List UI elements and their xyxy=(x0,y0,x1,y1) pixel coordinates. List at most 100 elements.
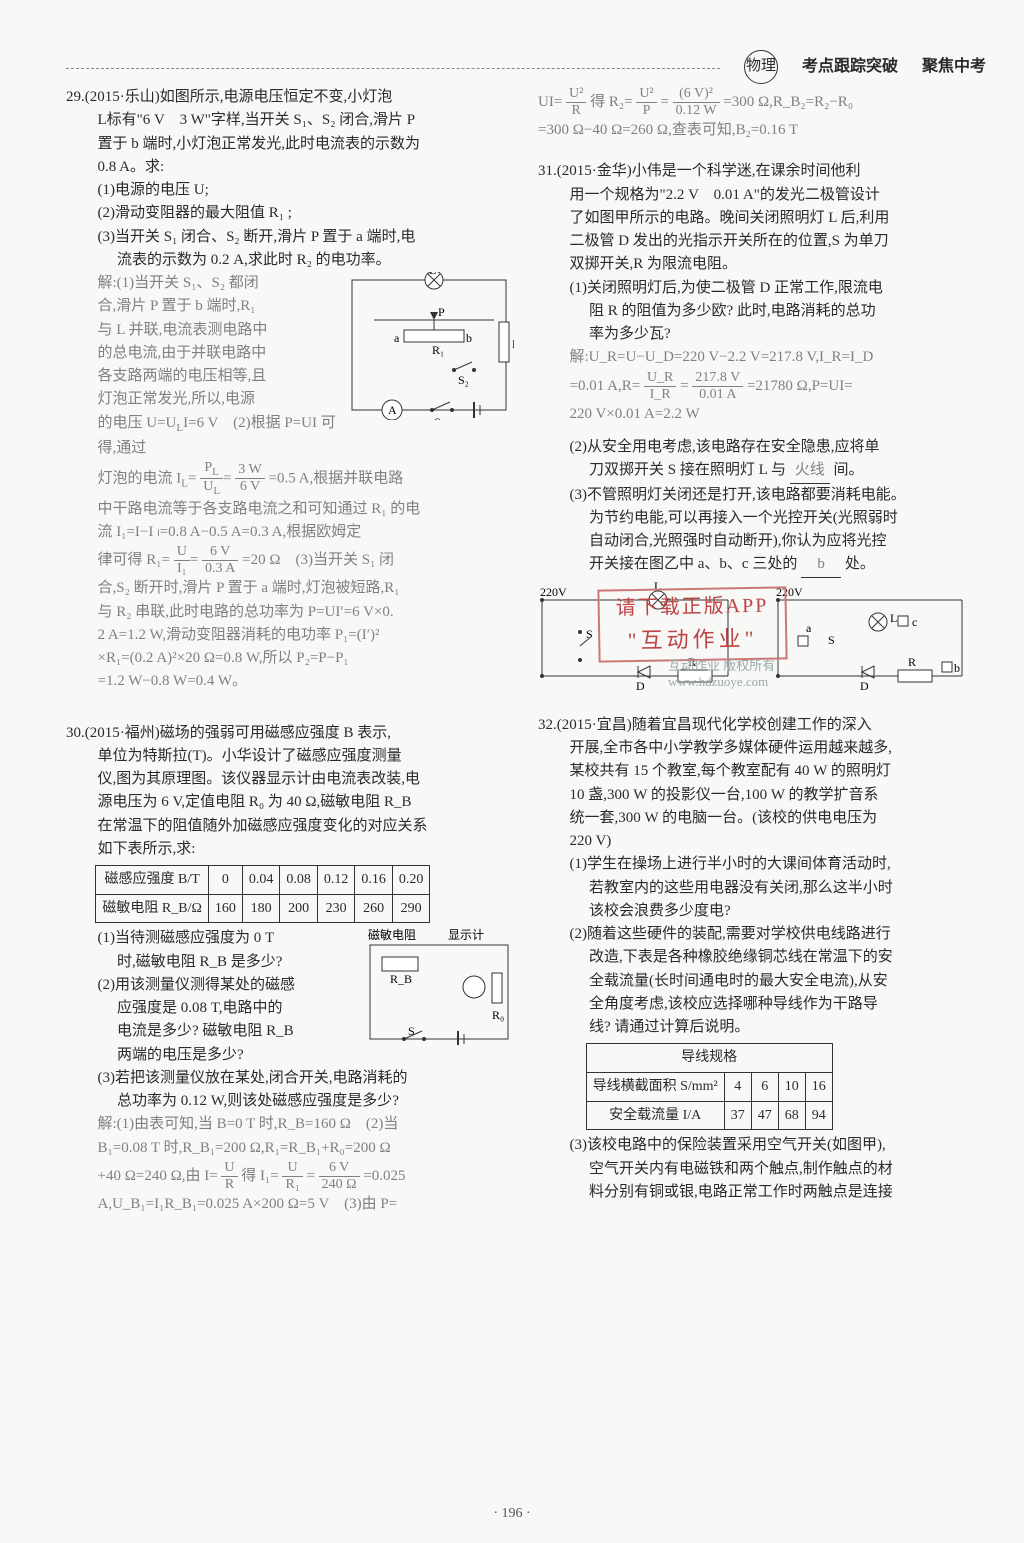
q29-solution: 2 A=1.2 W,滑动变阻器消耗的电功率 P₁=(I′)² xyxy=(66,624,514,647)
watermark-text: www.hdzuoye.com xyxy=(668,672,768,692)
svg-text:a: a xyxy=(806,621,812,635)
question-30: 30.(2015·福州)磁场的强弱可用磁感应强度 B 表示, 单位为特斯拉(T)… xyxy=(66,722,514,1217)
q31-line: 31.(2015·金华)小伟是一个科学迷,在课余时间他利 xyxy=(538,160,986,183)
q30-solution: +40 Ω=240 Ω,由 I= UR 得 I₁= UR₁ = 6 V240 Ω… xyxy=(66,1160,514,1193)
q32-part2: 全载流量(长时间通电时的最大安全电流),从安 xyxy=(538,970,986,993)
q32-part2: 全角度考虑,该校应选择哪种导线作为干路导 xyxy=(538,993,986,1016)
svg-text:R: R xyxy=(908,655,916,669)
q30-solution-cont: UI= U²R 得 R₂= U²P = (6 V)²0.12 W =300 Ω,… xyxy=(538,86,986,119)
q32-line: 220 V) xyxy=(538,830,986,853)
q29-solution: ×R₁=(0.2 A)²×20 Ω=0.8 W,所以 P₂=P−P₁ xyxy=(66,647,514,670)
q32-data-table: 导线规格 导线横截面积 S/mm² 46 1016 安全载流量 I/A 3747… xyxy=(586,1043,833,1130)
q29-solution: 合,S₂ 断开时,滑片 P 置于 a 端时,灯泡被短路,R₁ xyxy=(66,577,514,600)
q32-line: 某校共有 15 个教室,每个教室配有 40 W 的照明灯 xyxy=(538,760,986,783)
q29-solution: =1.2 W−0.8 W=0.4 W。 xyxy=(66,670,514,693)
q30-line: 仪,图为其原理图。该仪器显示计由电流表改装,电 xyxy=(66,768,514,791)
q29-part3: (3)当开关 S₁ 闭合、S₂ 断开,滑片 P 置于 a 端时,电 xyxy=(66,226,514,249)
svg-text:a: a xyxy=(394,331,400,345)
q30-circuit-diagram: 磁敏电阻 显示计 R_B R₀ S xyxy=(364,927,514,1045)
q31-part1: 率为多少瓦? xyxy=(538,323,986,346)
q29-line: L标有"6 V 3 W"字样,当开关 S₁、S₂ 闭合,滑片 P xyxy=(66,109,514,132)
q31-line: 双掷开关,R 为限流电阻。 xyxy=(538,253,986,276)
q30-solution: B₁=0.08 T 时,R_B₁=200 Ω,R₁=R_B₁+R₀=200 Ω xyxy=(66,1137,514,1160)
svg-text:R_B: R_B xyxy=(390,972,412,986)
q31-part1: (1)关闭照明灯后,为使二极管 D 正常工作,限流电 xyxy=(538,277,986,300)
svg-text:S₁: S₁ xyxy=(434,415,445,420)
q30-line: 单位为特斯拉(T)。小华设计了磁感应强度测量 xyxy=(66,745,514,768)
svg-text:L: L xyxy=(429,272,436,277)
q29-line: 0.8 A。求: xyxy=(66,156,514,179)
q32-part1: 该校会浪费多少度电? xyxy=(538,900,986,923)
q31-part1: 阻 R 的阻值为多少欧? 此时,电路消耗的总功 xyxy=(538,300,986,323)
q32-part2: 线? 请通过计算后说明。 xyxy=(538,1016,986,1039)
q30-part3: 总功率为 0.12 W,则该处磁感应强度是多少? xyxy=(66,1090,514,1113)
question-31: 31.(2015·金华)小伟是一个科学迷,在课余时间他利 用一个规格为"2.2 … xyxy=(538,160,986,699)
q29-solution: 流 I₁=I−I ₗ=0.8 A−0.5 A=0.3 A,根据欧姆定 xyxy=(66,521,514,544)
question-29: 29.(2015·乐山)如图所示,电源电压恒定不变,小灯泡 L标有"6 V 3 … xyxy=(66,86,514,694)
svg-text:D: D xyxy=(636,679,645,692)
q32-part3: 料分别有铜或银,电路正常工作时两触点是连接 xyxy=(538,1181,986,1204)
q31-line: 了如图甲所示的电路。晚间关闭照明灯 L 后,利用 xyxy=(538,207,986,230)
svg-text:S: S xyxy=(828,633,835,647)
svg-text:D: D xyxy=(860,679,869,692)
q29-line: 29.(2015·乐山)如图所示,电源电压恒定不变,小灯泡 xyxy=(66,86,514,109)
q32-line: 统一套,300 W 的电脑一台。(该校的供电电压为 xyxy=(538,807,986,830)
q29-part1: (1)电源的电压 U; xyxy=(66,179,514,202)
page-header: 物理 考点跟踪突破 聚焦中考 xyxy=(66,50,986,84)
svg-text:S: S xyxy=(408,1024,415,1038)
header-title-1: 考点跟踪突破 xyxy=(802,55,898,80)
q32-line: 开展,全市各中小学教学多媒体硬件运用越来越多, xyxy=(538,737,986,760)
svg-text:P: P xyxy=(438,305,445,319)
q32-part2: 改造,下表是各种橡胶绝缘铜芯线在常温下的安 xyxy=(538,946,986,969)
q31-part3: 开关接在图乙中 a、b、c 三处的 b 处。 xyxy=(538,553,986,577)
q32-line: 10 盏,300 W 的投影仪一台,100 W 的教学扩音系 xyxy=(538,784,986,807)
q30-line: 源电压为 6 V,定值电阻 R₀ 为 40 Ω,磁敏电阻 R_B xyxy=(66,791,514,814)
svg-text:R₁: R₁ xyxy=(432,343,444,357)
q31-line: 用一个规格为"2.2 V 0.01 A"的发光二极管设计 xyxy=(538,184,986,207)
watermark-text: 请下载正版APP xyxy=(615,590,768,624)
q29-part3: 流表的示数为 0.2 A,求此时 R₂ 的电功率。 xyxy=(66,249,514,272)
q30-solution: A,U_B₁=I₁R_B₁=0.025 A×200 Ω=5 V (3)由 P= xyxy=(66,1193,514,1216)
q30-part3: (3)若把该测量仪放在某处,闭合开关,电路消耗的 xyxy=(66,1067,514,1090)
q30-line: 30.(2015·福州)磁场的强弱可用磁感应强度 B 表示, xyxy=(66,722,514,745)
q30-solution-cont: =300 Ω−40 Ω=260 Ω,查表可知,B₂=0.16 T xyxy=(538,119,986,142)
q29-solution: 中干路电流等于各支路电流之和可知通过 R₁ 的电 xyxy=(66,498,514,521)
left-column: 29.(2015·乐山)如图所示,电源电压恒定不变,小灯泡 L标有"6 V 3 … xyxy=(66,86,514,1230)
q29-part2: (2)滑动变阻器的最大阻值 R₁ ; xyxy=(66,202,514,225)
svg-text:显示计: 显示计 xyxy=(448,928,484,942)
q29-solution: 灯泡的电流 IL= PLUL= 3 W6 V =0.5 A,根据并联电路 xyxy=(66,460,514,498)
q31-part3: (3)不管照明灯关闭还是打开,该电路都要消耗电能。 xyxy=(538,484,986,507)
q32-part3: (3)该校电路中的保险装置采用空气开关(如图甲), xyxy=(538,1134,986,1157)
header-title-2: 聚焦中考 xyxy=(922,55,986,80)
q31-solution: 解:U_R=U−U_D=220 V−2.2 V=217.8 V,I_R=I_D xyxy=(538,346,986,369)
svg-text:L: L xyxy=(890,611,897,625)
q30-line: 在常温下的阻值随外加磁感应强度变化的对应关系 xyxy=(66,815,514,838)
q29-solution: 与 R₂ 串联,此时电路的总功率为 P=UI′=6 V×0. xyxy=(66,601,514,624)
q31-part3: 为节约电能,可以再接入一个光控开关(光照弱时 xyxy=(538,507,986,530)
q30-part2: 两端的电压是多少? xyxy=(66,1044,514,1067)
svg-text:S₂: S₂ xyxy=(458,373,469,387)
q31-solution: =0.01 A,R= U_RI_R = 217.8 V0.01 A =21780… xyxy=(538,370,986,403)
q29-solution: 律可得 R₁= UI₁= 6 V0.3 A =20 Ω (3)当开关 S₁ 闭 xyxy=(66,544,514,577)
q31-solution: 220 V×0.01 A=2.2 W xyxy=(538,403,986,426)
svg-text:b: b xyxy=(466,331,472,345)
question-32: 32.(2015·宜昌)随着宜昌现代化学校创建工作的深入 开展,全市各中小学教学… xyxy=(538,714,986,1204)
watermark-text: "互动作业" xyxy=(616,621,769,658)
q30-line: 如下表所示,求: xyxy=(66,838,514,861)
answer-blank: 火线 xyxy=(790,459,830,483)
answer-blank: b xyxy=(801,553,841,577)
svg-text:S: S xyxy=(586,627,593,641)
right-column: UI= U²R 得 R₂= U²P = (6 V)²0.12 W =300 Ω,… xyxy=(538,86,986,1230)
svg-text:R₂: R₂ xyxy=(512,337,514,351)
q32-line: 32.(2015·宜昌)随着宜昌现代化学校创建工作的深入 xyxy=(538,714,986,737)
q29-circuit-diagram: L P a R₁ b R₂ S₂ A S₁ xyxy=(344,272,514,420)
subject-badge: 物理 xyxy=(744,50,778,84)
svg-text:220V: 220V xyxy=(540,585,567,599)
q31-part2: 刀双掷开关 S 接在照明灯 L 与 火线 间。 xyxy=(538,459,986,483)
svg-text:A: A xyxy=(388,403,397,417)
q31-line: 二极管 D 发出的光指示开关所在的位置,S 为单刀 xyxy=(538,230,986,253)
q32-part2: (2)随着这些硬件的装配,需要对学校供电线路进行 xyxy=(538,923,986,946)
q30-solution: 解:(1)由表可知,当 B=0 T 时,R_B=160 Ω (2)当 xyxy=(66,1113,514,1136)
q32-part1: (1)学生在操场上进行半小时的大课间体育活动时, xyxy=(538,853,986,876)
q32-part1: 若教室内的这些用电器没有关闭,那么这半小时 xyxy=(538,877,986,900)
